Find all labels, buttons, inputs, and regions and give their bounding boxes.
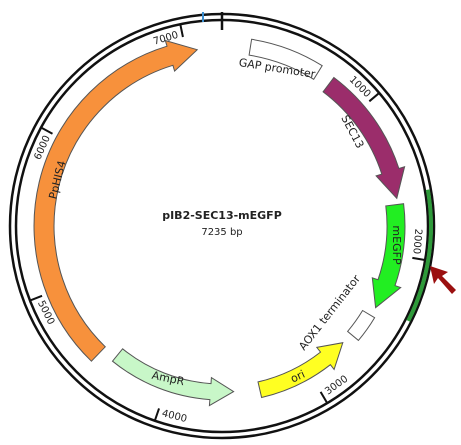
feature-arrow [371,203,406,309]
feature-label: ori [289,368,307,386]
ruler-tick [179,25,184,38]
inner-ring [14,18,430,434]
ruler-tick [412,256,425,261]
pointer-arrow [430,266,456,294]
ruler-tick [368,92,380,103]
ruler-tick [41,127,53,135]
ruler-tick [30,294,43,302]
ruler-tick [154,408,160,421]
feature-label: mEGFP [390,225,403,265]
feature-arrow [346,309,376,342]
feature-arrow [248,38,323,80]
ruler-label: 2000 [410,228,423,254]
highlight-segment [406,189,433,322]
plasmid-size: 7235 bp [201,227,242,238]
ruler-label: 3000 [323,374,350,398]
ruler-tick [319,391,328,403]
feature-arrow [111,348,235,407]
feature-arrow [257,342,344,399]
outer-ring [8,12,436,440]
feature-arrow [33,39,199,362]
feature-arrow [322,76,406,200]
feature-label: AOX1 terminator [296,272,363,353]
plasmid-name: pIB2-SEC13-mEGFP [162,209,282,222]
ruler-label: 4000 [161,408,188,425]
